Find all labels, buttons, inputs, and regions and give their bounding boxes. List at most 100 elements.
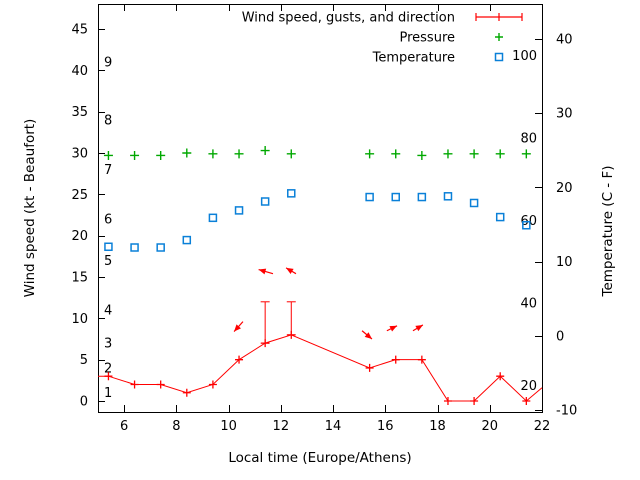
- pressure-point-marker: [495, 149, 505, 159]
- wind-direction-arrow-head: [364, 332, 372, 339]
- pressure-point-marker: [286, 149, 296, 159]
- y-right-tick-label: 30: [556, 107, 573, 122]
- x-tick-label: 22: [534, 419, 551, 434]
- temperature-point-marker: [287, 189, 296, 198]
- temperature-point-marker: [182, 235, 192, 245]
- temperature-point-marker: [522, 220, 531, 230]
- beaufort-scale-label: 7: [104, 163, 112, 178]
- pressure-point-marker: [391, 149, 401, 159]
- x-axis-title: Local time (Europe/Athens): [228, 450, 411, 466]
- y-left-tick-label: 40: [71, 64, 88, 79]
- wind-point-marker: [391, 355, 400, 364]
- temperature-point-marker: [130, 243, 139, 252]
- x-tick-label: 18: [429, 419, 446, 434]
- y-left-tick-label: 20: [71, 229, 88, 244]
- temperature-point-marker: [234, 206, 244, 215]
- y-right-tick-label: 0: [556, 329, 564, 344]
- beaufort-scale-label: 1: [104, 386, 112, 401]
- legend-label: Pressure: [399, 31, 455, 46]
- wind-point-marker: [182, 388, 191, 397]
- pressure-point-marker: [130, 150, 140, 160]
- x-tick-label: 6: [120, 419, 128, 434]
- y-left-axis-title: Wind speed (kt - Beaufort): [22, 119, 38, 298]
- legend-sample-plus: [495, 33, 503, 41]
- y-left-tick-label: 15: [71, 271, 88, 286]
- beaufort-scale-label: 9: [104, 56, 112, 71]
- y-right-axis-title: Temperature (C - F): [600, 166, 616, 298]
- beaufort-scale-label: 2: [104, 361, 112, 376]
- x-tick-label: 10: [220, 419, 237, 434]
- y-left-tick-label: 45: [71, 23, 88, 38]
- y-right-tick-label: -10: [556, 404, 577, 419]
- temperature-point-marker: [391, 192, 400, 202]
- wind-point-marker: [235, 355, 244, 364]
- pressure-point-marker: [521, 149, 531, 159]
- legend-label: Temperature: [372, 51, 455, 66]
- beaufort-scale-label: 4: [104, 304, 112, 319]
- beaufort-scale-label: 6: [104, 213, 112, 228]
- x-tick-label: 12: [273, 419, 290, 434]
- y-right-tick-label: 20: [556, 181, 573, 196]
- x-tick-label: 8: [172, 419, 180, 434]
- pressure-point-marker: [365, 149, 375, 159]
- x-tick-label: 14: [325, 419, 342, 434]
- y-left-tick-label: 25: [71, 188, 88, 203]
- wind-point-marker: [417, 355, 426, 364]
- fahrenheit-scale-label: 100: [512, 49, 537, 64]
- x-tick-label: 20: [481, 419, 498, 434]
- plot-area: 6 8 10 12 14 16 18 20 22051015202530354045-10010…: [71, 4, 577, 434]
- wind-direction-arrow-head: [415, 324, 423, 332]
- beaufort-scale-label: 8: [104, 113, 112, 128]
- pressure-point-marker: [260, 146, 270, 156]
- y-left-tick-label: 5: [80, 353, 88, 368]
- wind-point-marker: [496, 372, 505, 381]
- y-left-tick-label: 30: [71, 147, 88, 162]
- pressure-point-marker: [156, 150, 166, 160]
- wind-direction-arrow-head: [258, 268, 267, 275]
- wind-point-marker: [156, 380, 165, 389]
- temperature-point-marker: [417, 192, 427, 202]
- wind-point-marker: [470, 397, 479, 405]
- y-left-tick-label: 35: [71, 105, 88, 120]
- beaufort-scale-label: 3: [104, 337, 112, 352]
- wind-point-marker: [261, 339, 270, 348]
- temperature-point-marker: [443, 192, 453, 201]
- pressure-point-marker: [103, 150, 113, 160]
- wind-point-marker: [208, 380, 217, 389]
- legend-sample-square: [494, 52, 504, 62]
- temperature-point-marker: [208, 213, 218, 223]
- wind-point-marker: [365, 363, 374, 372]
- beaufort-scale-label: 5: [104, 254, 112, 269]
- y-left-tick-label: 10: [71, 312, 88, 327]
- wind-point-marker: [130, 380, 139, 389]
- temperature-point-marker: [365, 192, 374, 202]
- y-right-tick-label: 40: [556, 33, 573, 48]
- wind-direction-arrow-head: [286, 267, 294, 275]
- fahrenheit-scale-label: 20: [520, 379, 537, 394]
- temperature-point-marker: [156, 243, 165, 252]
- pressure-point-marker: [443, 149, 453, 159]
- temperature-point-marker: [495, 212, 505, 222]
- pressure-point-marker: [417, 150, 427, 160]
- wind-direction-arrow-head: [389, 325, 398, 332]
- fahrenheit-scale-label: 80: [520, 131, 537, 146]
- plot-border: [98, 4, 543, 413]
- pressure-point-marker: [208, 149, 218, 159]
- legend-label: Wind speed, gusts, and direction: [242, 11, 455, 26]
- temperature-point-marker: [104, 242, 113, 252]
- wind-point-marker: [104, 372, 113, 381]
- y-right-tick-label: 10: [556, 255, 573, 270]
- wind-speed-line: [98, 334, 543, 402]
- pressure-point-marker: [182, 148, 192, 158]
- x-tick-label: 16: [377, 419, 394, 434]
- pressure-point-marker: [234, 149, 244, 159]
- wind-point-marker: [522, 397, 531, 405]
- fahrenheit-scale-label: 40: [520, 296, 537, 311]
- pressure-point-marker: [469, 149, 479, 159]
- y-left-tick-label: 0: [80, 395, 88, 410]
- temperature-point-marker: [260, 197, 270, 206]
- temperature-point-marker: [469, 198, 479, 208]
- wind-direction-arrow-head: [234, 324, 241, 332]
